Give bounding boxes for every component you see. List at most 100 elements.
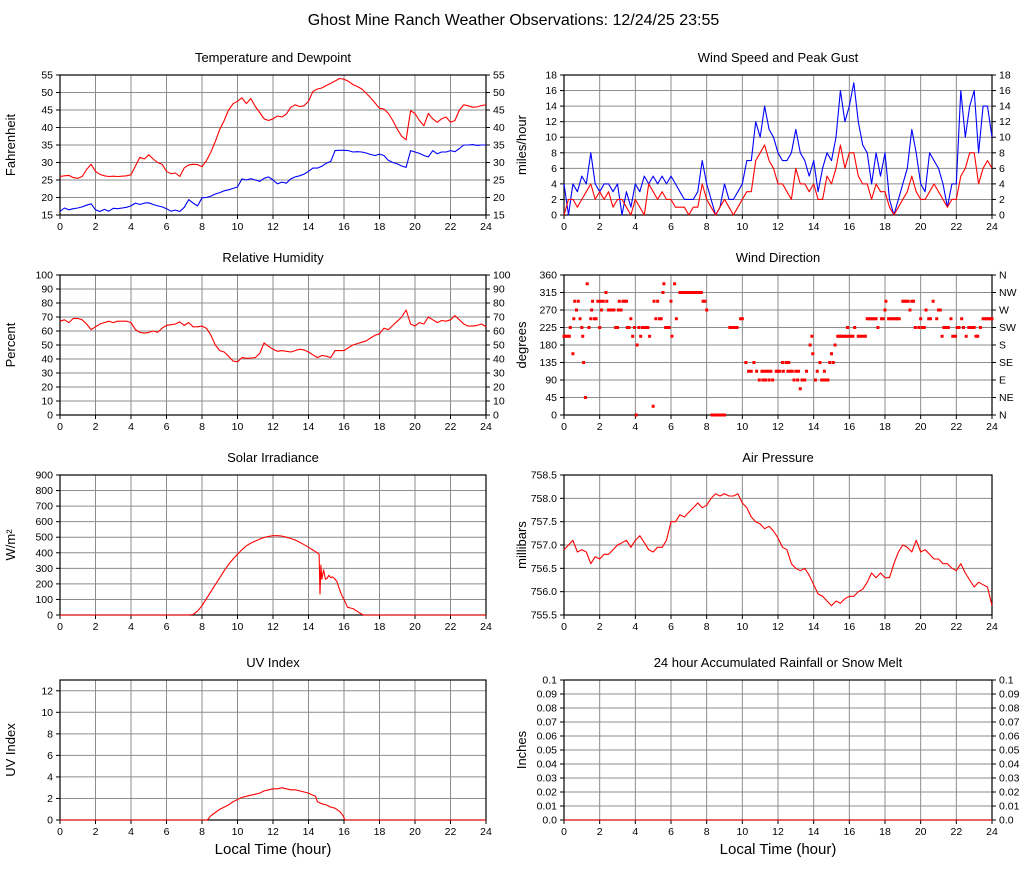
x-tick-label: 20 — [915, 826, 927, 838]
y-tick-label-right: 0.08 — [999, 703, 1020, 715]
x-tick-label: 24 — [986, 221, 998, 233]
y-tick-label-right: 0.0 — [999, 815, 1014, 827]
chart-title: Air Pressure — [742, 450, 814, 465]
chart-title: Relative Humidity — [222, 250, 324, 265]
y-tick-label-right: 30 — [493, 157, 505, 169]
y-tick-label-right: 35 — [493, 140, 505, 152]
x-tick-label: 14 — [808, 621, 820, 633]
x-tick-label: 2 — [597, 221, 603, 233]
y-tick-label-right: 10 — [999, 132, 1011, 144]
x-tick-label: 2 — [93, 621, 99, 633]
x-tick-label: 0 — [57, 421, 63, 433]
y-tick-label: 4 — [47, 771, 53, 783]
y-tick-label: 50 — [41, 87, 53, 99]
x-tick-label: 24 — [986, 621, 998, 633]
y-tick-label: 180 — [539, 340, 557, 352]
y-tick-label: 6 — [551, 163, 557, 175]
y-tick-label: 400 — [35, 547, 53, 559]
y-tick-label-right: NW — [999, 287, 1017, 299]
x-tick-label: 0 — [561, 221, 567, 233]
y-tick-label: 755.5 — [531, 610, 557, 622]
x-tick-label: 14 — [303, 221, 315, 233]
x-tick-label: 22 — [950, 221, 962, 233]
y-tick-label-right: 70 — [493, 312, 505, 324]
x-tick-label: 8 — [199, 826, 205, 838]
y-tick-label: 758.5 — [531, 470, 557, 482]
y-tick-label: 757.5 — [531, 516, 557, 528]
y-tick-label: 15 — [41, 210, 53, 222]
x-tick-label: 10 — [232, 221, 244, 233]
y-tick-label: 12 — [41, 685, 53, 697]
x-axis-label: Local Time (hour) — [215, 841, 332, 858]
y-tick-label-right: 90 — [493, 284, 505, 296]
y-axis-label: miles/hour — [514, 114, 529, 175]
y-tick-label: 0 — [47, 410, 53, 422]
y-tick-label-right: E — [999, 375, 1006, 387]
x-tick-label: 18 — [374, 221, 386, 233]
y-tick-label-right: 0.03 — [999, 773, 1020, 785]
x-tick-label: 14 — [303, 421, 315, 433]
x-tick-label: 20 — [409, 421, 421, 433]
y-tick-label-right: 40 — [493, 354, 505, 366]
x-tick-label: 2 — [93, 221, 99, 233]
y-tick-label: 18 — [545, 70, 557, 82]
x-tick-label: 20 — [915, 621, 927, 633]
y-tick-label-right: 20 — [493, 382, 505, 394]
y-axis-label: millibars — [514, 521, 529, 569]
y-tick-label-right: 100 — [493, 270, 511, 282]
y-tick-label: 10 — [41, 396, 53, 408]
y-tick-label: 270 — [539, 305, 557, 317]
x-tick-label: 16 — [338, 826, 350, 838]
y-tick-label-right: 25 — [493, 175, 505, 187]
chart-relative-humidity: 0 2 4 6 8 10 12 14 16 18 20 22 24 0 0 10 10 20 20 30 30 40 40 5… — [0, 243, 513, 443]
x-tick-label: 8 — [704, 621, 710, 633]
x-tick-label: 2 — [93, 421, 99, 433]
x-tick-label: 12 — [772, 421, 784, 433]
x-tick-label: 20 — [915, 421, 927, 433]
x-tick-label: 2 — [597, 421, 603, 433]
x-tick-label: 22 — [445, 421, 457, 433]
x-tick-label: 12 — [772, 826, 784, 838]
y-tick-label: 10 — [41, 707, 53, 719]
y-axis-label: W/m² — [3, 529, 18, 561]
y-tick-label: 16 — [545, 85, 557, 97]
x-tick-label: 4 — [632, 826, 638, 838]
x-tick-label: 18 — [374, 421, 386, 433]
y-axis-label: UV Index — [3, 723, 18, 777]
y-tick-label: 2 — [551, 194, 557, 206]
x-tick-label: 20 — [409, 621, 421, 633]
x-tick-label: 8 — [704, 826, 710, 838]
x-tick-label: 18 — [879, 621, 891, 633]
y-tick-label: 0.09 — [537, 689, 558, 701]
y-tick-label: 300 — [35, 563, 53, 575]
x-tick-label: 6 — [164, 621, 170, 633]
y-tick-label-right: 0.04 — [999, 759, 1020, 771]
y-tick-label-right: 40 — [493, 122, 505, 134]
x-tick-label: 14 — [303, 826, 315, 838]
chart-solar-irradiance: 0 2 4 6 8 10 12 14 16 18 20 22 24 0 100 200 300 400 500 600… — [0, 443, 513, 643]
y-tick-label: 100 — [35, 270, 53, 282]
x-tick-label: 14 — [303, 621, 315, 633]
y-tick-label: 10 — [545, 132, 557, 144]
x-tick-label: 8 — [704, 421, 710, 433]
y-tick-label-right: SW — [999, 322, 1016, 334]
y-tick-label: 90 — [41, 284, 53, 296]
y-tick-label: 14 — [545, 101, 557, 113]
x-tick-label: 4 — [632, 221, 638, 233]
y-tick-label: 50 — [41, 340, 53, 352]
y-tick-label: 0 — [551, 410, 557, 422]
x-tick-label: 0 — [57, 221, 63, 233]
chart-rainfall-canvas: 0 2 4 6 8 10 12 14 16 18 20 22 240.0 0.00.01 0.010.02 0… — [514, 655, 1020, 858]
x-tick-label: 22 — [950, 621, 962, 633]
chart-rainfall: 0 2 4 6 8 10 12 14 16 18 20 22 24 0.0 0.0 0.01 0.01 0.02 0… — [513, 643, 1027, 866]
x-tick-label: 8 — [704, 221, 710, 233]
y-tick-label: 60 — [41, 326, 53, 338]
x-tick-label: 24 — [986, 826, 998, 838]
y-tick-label-right: 18 — [999, 70, 1011, 82]
y-tick-label: 0.05 — [537, 745, 558, 757]
chart-title: Wind Speed and Peak Gust — [698, 50, 859, 65]
y-axis-label: Fahrenheit — [3, 114, 18, 177]
y-tick-label: 40 — [41, 354, 53, 366]
chart-wind-direction: 0 2 4 6 8 10 12 14 16 18 20 22 24 0 N 45 NE 90 E 135 SE 180 S 2… — [513, 243, 1027, 443]
